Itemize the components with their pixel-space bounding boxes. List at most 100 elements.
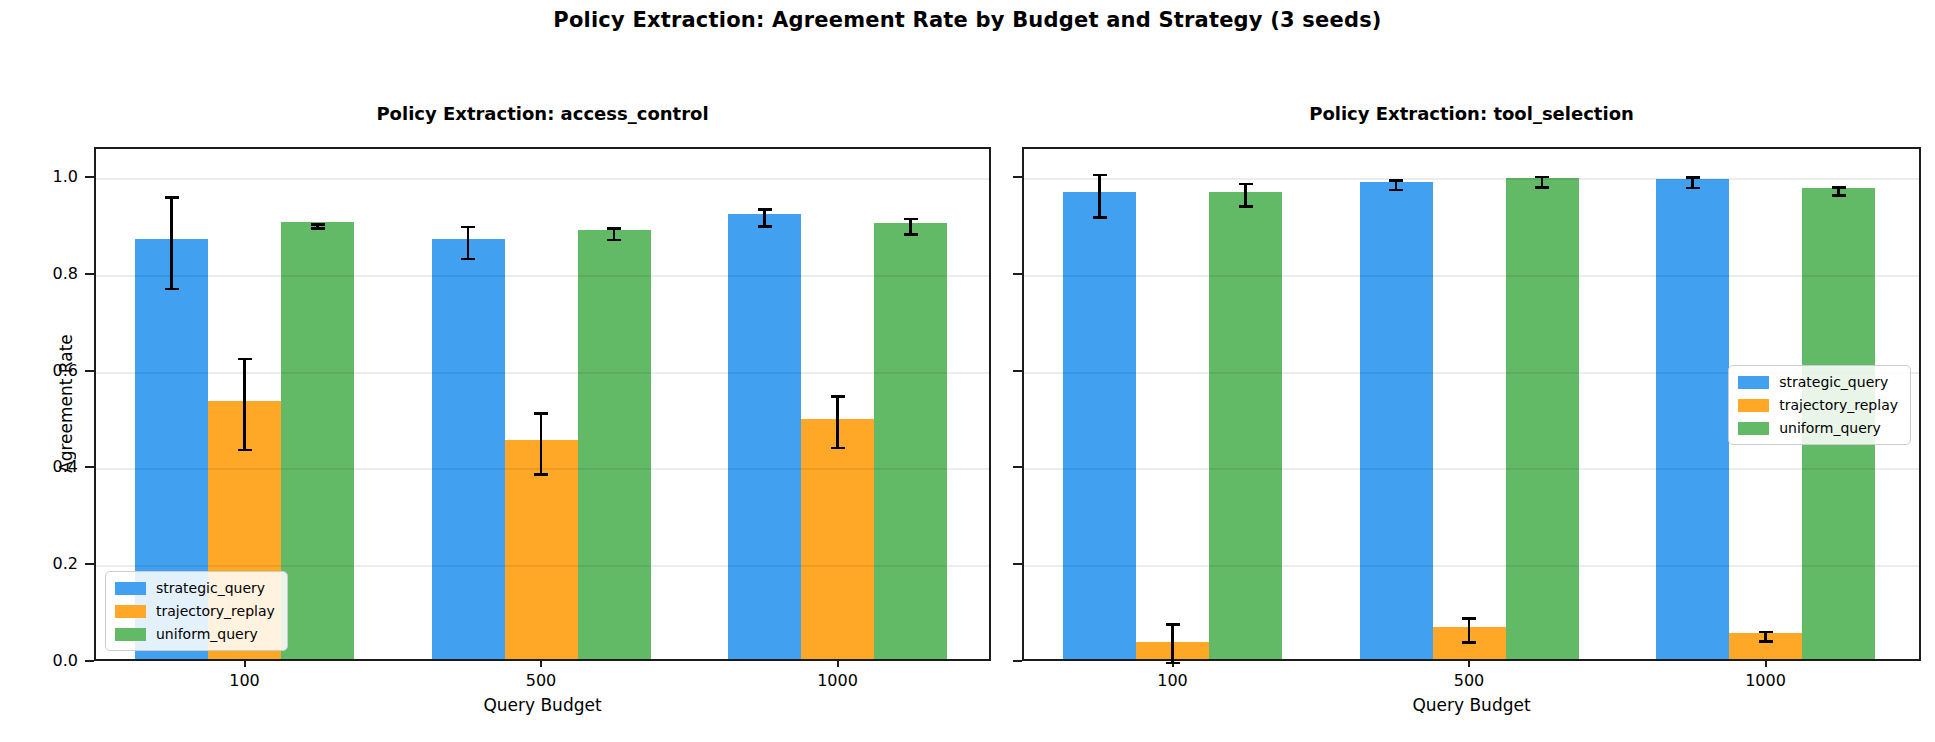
error-bar-cap bbox=[831, 447, 845, 450]
y-tick bbox=[1013, 466, 1022, 468]
error-bar bbox=[1098, 175, 1101, 218]
error-bar-cap bbox=[904, 218, 918, 221]
error-bar-cap bbox=[238, 449, 252, 452]
bar-strategic_query-500 bbox=[1360, 182, 1433, 659]
x-tick bbox=[837, 661, 839, 667]
error-bar bbox=[909, 219, 912, 234]
legend-item-uniform_query: uniform_query bbox=[115, 626, 275, 642]
error-bar-cap bbox=[1239, 183, 1253, 186]
y-tick bbox=[85, 176, 94, 178]
error-bar bbox=[467, 227, 470, 259]
error-bar-cap bbox=[534, 412, 548, 415]
error-bar bbox=[1468, 618, 1471, 642]
error-bar-cap bbox=[1535, 186, 1549, 189]
legend-label: strategic_query bbox=[156, 580, 265, 596]
legend-item-trajectory_replay: trajectory_replay bbox=[115, 603, 275, 619]
y-tick-label: 0.6 bbox=[32, 361, 78, 381]
error-bar-cap bbox=[311, 223, 325, 226]
bar-trajectory_replay-1000 bbox=[801, 419, 874, 659]
legend-item-trajectory_replay: trajectory_replay bbox=[1738, 397, 1898, 413]
error-bar-cap bbox=[1686, 187, 1700, 190]
x-tick-label: 500 bbox=[1424, 671, 1514, 691]
x-tick bbox=[1468, 661, 1470, 667]
subplot-title: Policy Extraction: tool_selection bbox=[1022, 103, 1921, 124]
bar-strategic_query-1000 bbox=[728, 214, 801, 659]
legend-item-strategic_query: strategic_query bbox=[115, 580, 275, 596]
error-bar-cap bbox=[238, 358, 252, 361]
legend-swatch-strategic_query bbox=[115, 582, 146, 595]
y-tick bbox=[85, 273, 94, 275]
subplot-tool-selection: Policy Extraction: tool_selection strate… bbox=[1022, 147, 1921, 661]
x-tick bbox=[244, 661, 246, 667]
plot-area: strategic_query trajectory_replay uniform_… bbox=[94, 147, 991, 661]
y-tick-label: 1.0 bbox=[32, 167, 78, 187]
x-tick-label: 1000 bbox=[793, 671, 883, 691]
figure-title: Policy Extraction: Agreement Rate by Bud… bbox=[0, 8, 1935, 32]
legend-swatch-trajectory_replay bbox=[115, 605, 146, 618]
legend-item-uniform_query: uniform_query bbox=[1738, 420, 1898, 436]
y-tick bbox=[85, 466, 94, 468]
error-bar-cap bbox=[607, 227, 621, 230]
x-tick-label: 100 bbox=[200, 671, 290, 691]
bar-strategic_query-1000 bbox=[1656, 179, 1729, 659]
error-bar-cap bbox=[1462, 617, 1476, 620]
error-bar bbox=[836, 396, 839, 448]
error-bar-cap bbox=[1535, 176, 1549, 179]
gridline bbox=[1024, 178, 1919, 180]
error-bar-cap bbox=[607, 239, 621, 242]
error-bar bbox=[763, 209, 766, 226]
x-tick bbox=[1765, 661, 1767, 667]
error-bar-cap bbox=[1166, 662, 1180, 665]
x-tick-label: 100 bbox=[1128, 671, 1218, 691]
y-axis-label: Agreement Rate bbox=[56, 147, 76, 661]
subplot-access-control: Policy Extraction: access_control Agreem… bbox=[94, 147, 991, 661]
bar-uniform_query-500 bbox=[1506, 178, 1579, 659]
gridline bbox=[1024, 275, 1919, 277]
error-bar-cap bbox=[534, 473, 548, 476]
y-tick bbox=[85, 370, 94, 372]
error-bar-cap bbox=[831, 395, 845, 398]
y-tick bbox=[1013, 370, 1022, 372]
error-bar-cap bbox=[1759, 631, 1773, 634]
y-tick-label: 0.2 bbox=[32, 554, 78, 574]
error-bar-cap bbox=[311, 227, 325, 230]
gridline bbox=[96, 275, 989, 277]
legend-swatch-trajectory_replay bbox=[1738, 399, 1769, 412]
x-tick-label: 1000 bbox=[1721, 671, 1811, 691]
error-bar-cap bbox=[1239, 205, 1253, 208]
error-bar-cap bbox=[165, 288, 179, 291]
legend-label: trajectory_replay bbox=[1779, 397, 1898, 413]
bar-uniform_query-500 bbox=[578, 230, 651, 659]
error-bar bbox=[540, 414, 543, 474]
error-bar-cap bbox=[1832, 186, 1846, 189]
error-bar-cap bbox=[1093, 174, 1107, 177]
x-tick bbox=[540, 661, 542, 667]
legend-item-strategic_query: strategic_query bbox=[1738, 374, 1898, 390]
error-bar-cap bbox=[1462, 641, 1476, 644]
y-tick bbox=[1013, 563, 1022, 565]
legend: strategic_query trajectory_replay uniform_… bbox=[1728, 365, 1911, 445]
y-tick bbox=[1013, 176, 1022, 178]
y-tick-label: 0.4 bbox=[32, 457, 78, 477]
x-axis-label: Query Budget bbox=[1022, 695, 1921, 715]
error-bar-cap bbox=[904, 233, 918, 236]
error-bar bbox=[243, 359, 246, 450]
x-tick-label: 500 bbox=[496, 671, 586, 691]
legend-label: strategic_query bbox=[1779, 374, 1888, 390]
plot-area: strategic_query trajectory_replay uniform_… bbox=[1022, 147, 1921, 661]
error-bar-cap bbox=[1686, 176, 1700, 179]
y-tick bbox=[85, 660, 94, 662]
subplot-title: Policy Extraction: access_control bbox=[94, 103, 991, 124]
error-bar-cap bbox=[758, 225, 772, 228]
y-tick-label: 0.0 bbox=[32, 651, 78, 671]
legend-label: uniform_query bbox=[1779, 420, 1881, 436]
error-bar-cap bbox=[1166, 623, 1180, 626]
figure: Policy Extraction: Agreement Rate by Bud… bbox=[0, 0, 1935, 742]
legend-swatch-uniform_query bbox=[1738, 422, 1769, 435]
x-axis-label: Query Budget bbox=[94, 695, 991, 715]
bar-strategic_query-100 bbox=[1063, 192, 1136, 659]
bar-uniform_query-100 bbox=[1209, 192, 1282, 659]
error-bar-cap bbox=[1093, 216, 1107, 219]
y-tick bbox=[1013, 273, 1022, 275]
gridline bbox=[96, 372, 989, 374]
